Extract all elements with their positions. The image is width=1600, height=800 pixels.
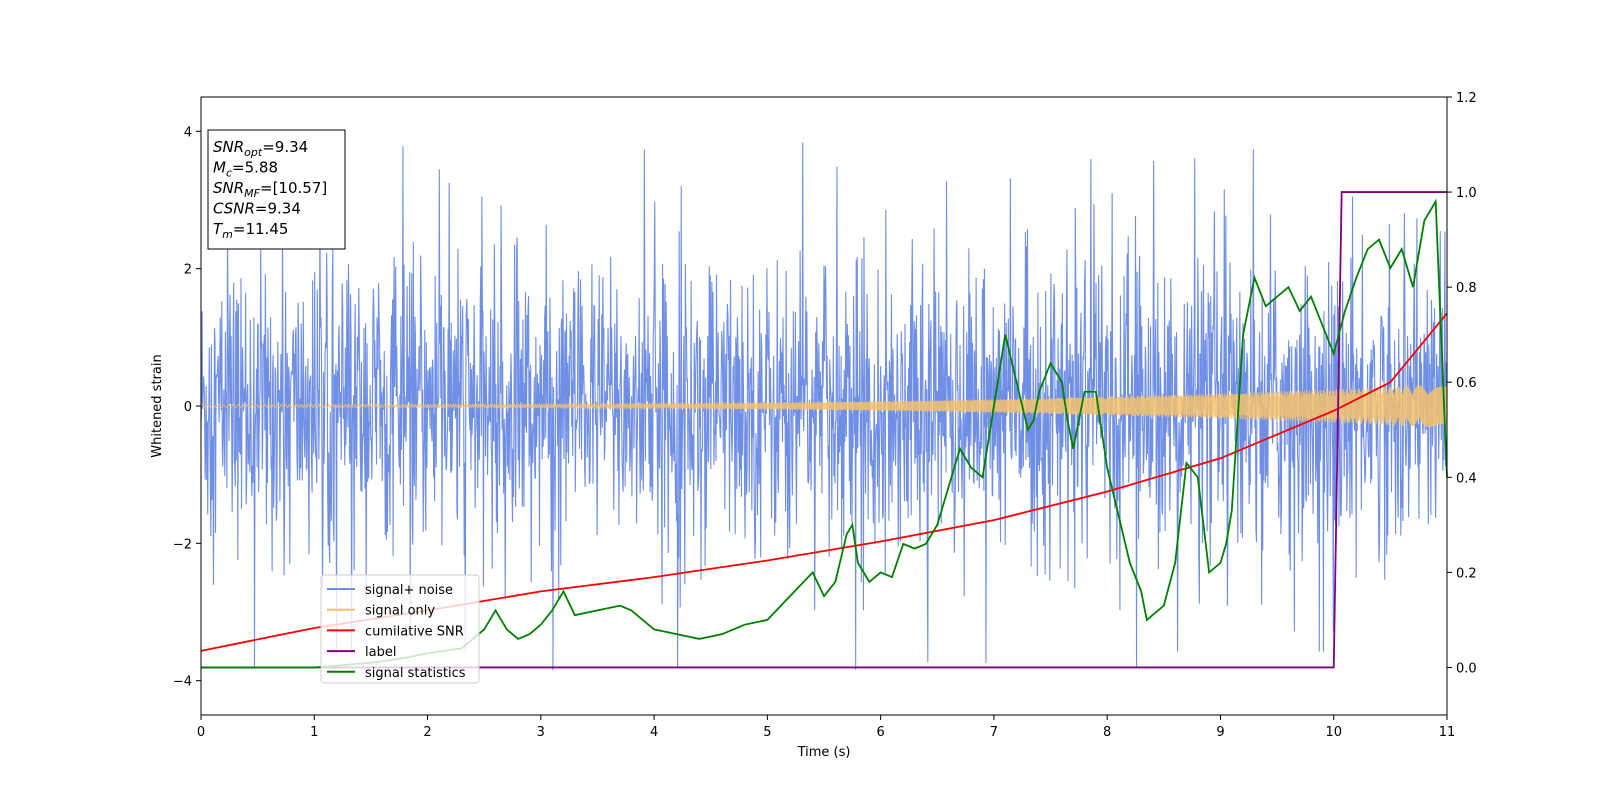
x-axis-label: Time (s) bbox=[797, 745, 851, 760]
x-tick-label: 5 bbox=[763, 725, 771, 740]
signal-statistics-line bbox=[201, 198, 1448, 669]
cumilative-snr-legend-label: cumilative SNR bbox=[365, 624, 464, 639]
y-tick-label: −2 bbox=[173, 537, 192, 552]
x-tick-label: 1 bbox=[310, 725, 318, 740]
x-tick-label: 0 bbox=[197, 725, 205, 740]
x-tick-label: 8 bbox=[1103, 725, 1111, 740]
annotation-line: SNRopt=9.34 bbox=[213, 138, 308, 159]
annotation-line: Mc=5.88 bbox=[213, 159, 278, 180]
noise-series-layer bbox=[200, 142, 1448, 671]
y2-tick-label: 0.4 bbox=[1456, 471, 1477, 486]
x-tick-label: 9 bbox=[1216, 725, 1224, 740]
annotation-line: SNRMF=[10.57] bbox=[213, 179, 327, 200]
y2-tick-label: 0.8 bbox=[1456, 281, 1477, 296]
signal-only-legend-label: signal only bbox=[365, 604, 435, 619]
annotation-line: CSNR=9.34 bbox=[213, 200, 301, 218]
signal-statistics-legend-label: signal statistics bbox=[365, 666, 466, 681]
y-tick-label: 4 bbox=[184, 125, 192, 140]
x-tick-label: 2 bbox=[423, 725, 431, 740]
y-tick-label: 0 bbox=[184, 400, 192, 415]
label-line bbox=[201, 191, 1447, 669]
x-tick-label: 11 bbox=[1439, 725, 1456, 740]
y2-tick-label: 0.0 bbox=[1456, 661, 1477, 676]
y-tick-label: −4 bbox=[173, 675, 192, 690]
y2-tick-label: 0.2 bbox=[1456, 566, 1477, 581]
y2-tick-label: 0.6 bbox=[1456, 376, 1477, 391]
annotation-box: SNRopt=9.34Mc=5.88SNRMF=[10.57]CSNR=9.34… bbox=[207, 129, 346, 250]
signal-plus-noise-line bbox=[200, 142, 1448, 671]
legend: signal+ noise signal only cumilative SNR la… bbox=[320, 574, 480, 684]
label-legend-label: label bbox=[365, 645, 396, 660]
annotation-frame bbox=[207, 129, 346, 250]
axes-layer: 0 1 2 3 4 5 6 7 8 9 10 11 4 2 0 −2 −4 1.2 1.0 0.8 0.6 0.4 0.2 0… bbox=[173, 91, 1477, 740]
legend-frame bbox=[320, 574, 480, 684]
x-tick-label: 4 bbox=[650, 725, 658, 740]
x-tick-label: 10 bbox=[1325, 725, 1342, 740]
signal-noise-legend-label: signal+ noise bbox=[365, 583, 453, 598]
annotation-line: Tm=11.45 bbox=[213, 220, 288, 241]
y2-tick-label: 1.2 bbox=[1456, 91, 1477, 106]
y-tick-label: 2 bbox=[184, 263, 192, 278]
x-tick-label: 7 bbox=[990, 725, 998, 740]
x-tick-label: 6 bbox=[876, 725, 884, 740]
y2-tick-label: 1.0 bbox=[1456, 186, 1477, 201]
x-tick-label: 3 bbox=[537, 725, 545, 740]
y-axis-label: Whitened strain bbox=[150, 354, 165, 457]
